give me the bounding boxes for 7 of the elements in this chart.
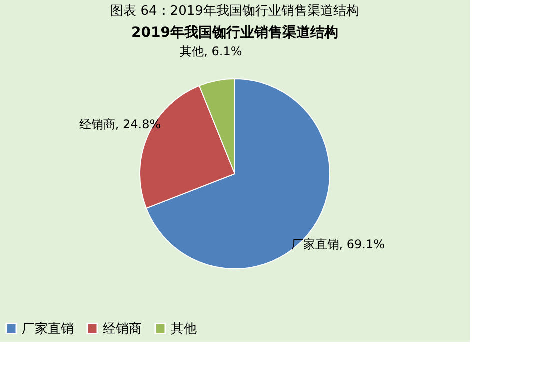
- data-label: 厂家直销, 69.1%: [291, 238, 386, 252]
- chart-subtitle: 2019年我国铷行业销售渠道结构: [132, 24, 338, 41]
- legend-label: 其他: [171, 322, 197, 337]
- legend-label: 厂家直销: [22, 320, 74, 337]
- chart-title: 图表 64：2019年我国铷行业销售渠道结构: [110, 4, 360, 19]
- data-label: 其他, 6.1%: [180, 44, 242, 58]
- legend-label: 经销商: [103, 322, 142, 337]
